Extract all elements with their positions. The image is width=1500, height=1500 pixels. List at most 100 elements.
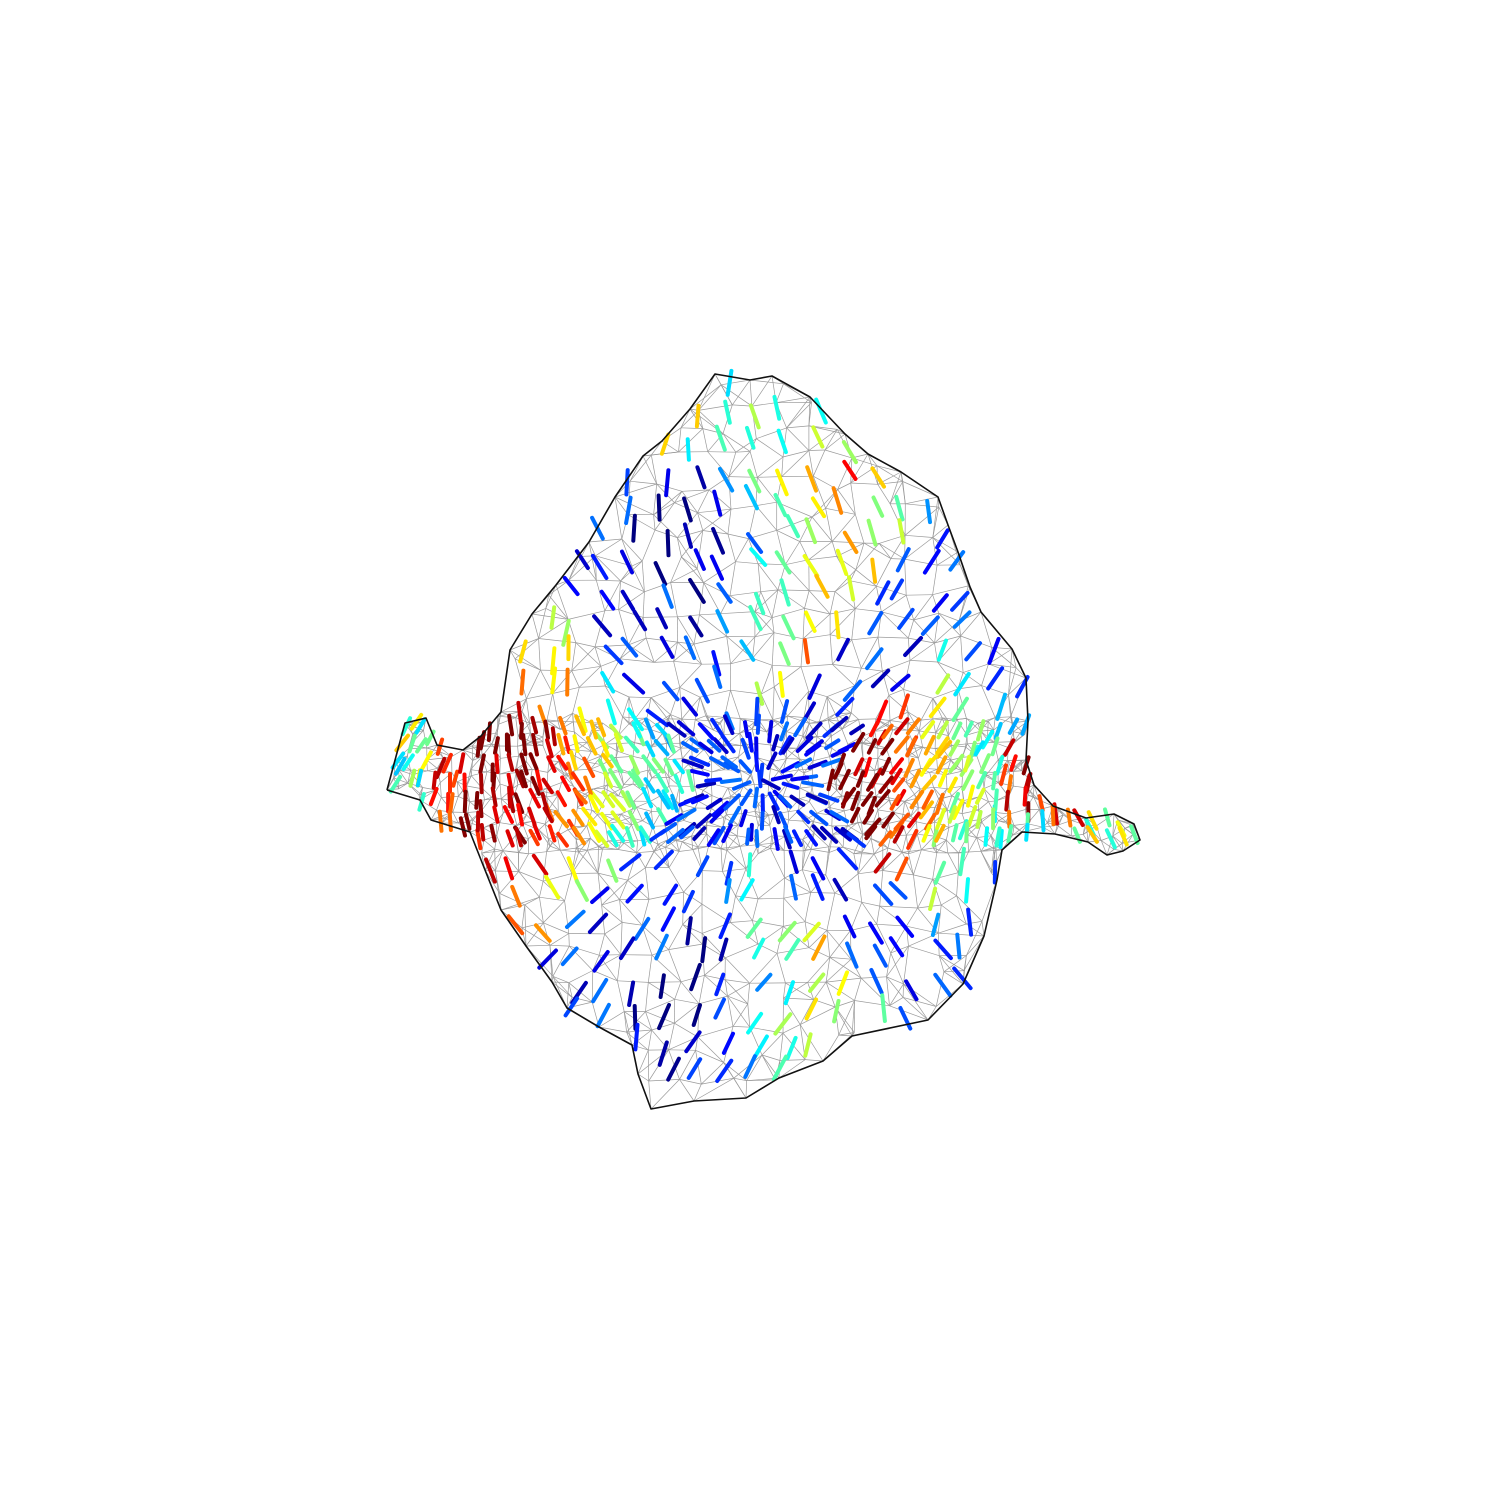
mesh-edge [960,635,992,648]
direction-segment [624,468,630,497]
mesh-edge [856,795,860,808]
direction-segment [951,721,963,741]
mesh-edge [538,619,569,639]
mesh-edge [706,821,724,828]
direction-segment [689,962,702,992]
mesh-edge [735,561,759,565]
mesh-edge [943,971,964,985]
direction-segment [644,811,655,830]
mesh-edge [618,580,621,610]
direction-segment [851,732,866,753]
direction-segment [749,547,768,567]
mesh-edge [579,685,606,688]
direction-segment [922,548,941,575]
mesh-edge [932,852,938,880]
direction-segment [510,884,522,908]
mesh-edge [907,723,909,731]
direction-segment [592,614,613,638]
mesh-edge [808,396,811,426]
mesh-edge [419,794,422,801]
mesh-edge [546,794,558,798]
mesh-edge [641,899,650,926]
direction-segment [606,858,619,883]
mesh-edge [934,732,936,749]
direction-segment [807,759,828,770]
mesh-edge [597,873,602,906]
mesh-edge [730,895,736,923]
mesh-edge [778,758,787,772]
direction-segment [695,465,707,490]
direction-segment [684,1030,702,1054]
mesh-edge [757,835,772,845]
mesh-edge [622,922,643,926]
direction-segment [514,768,526,789]
mesh-edge [398,769,409,784]
direction-segment [618,936,636,960]
direction-segment [748,403,761,430]
direction-segment [599,811,614,831]
mesh-edge [730,636,756,665]
mesh-edge [481,848,495,854]
mesh-edge [801,850,804,870]
mesh-edge [557,720,561,730]
mesh-edge [851,636,879,641]
direction-segment [506,914,525,936]
mesh-edge [631,824,639,841]
mesh-edge [483,839,495,850]
mesh-edge [727,995,751,1028]
direction-segment [447,810,453,832]
mesh-edge [679,687,683,720]
mesh-edge [838,1032,855,1036]
direction-segment [936,720,949,740]
mesh-edge [682,835,692,842]
mesh-edge [481,743,492,747]
direction-segment [834,610,841,640]
mesh-edge [855,543,880,570]
mesh-edge [681,556,704,583]
mesh-edge [702,870,723,872]
mesh-edge [886,945,909,978]
mesh-edge [802,723,810,737]
mesh-edge [824,449,852,459]
mesh-edge [588,541,597,581]
mesh-edge [552,976,573,998]
mesh-edge [783,982,786,999]
mesh-edge [679,663,702,688]
mesh-edge [648,891,684,900]
mesh-edge [674,998,700,1005]
direction-segment [990,736,1000,757]
direction-segment [662,680,680,702]
direction-segment [595,1002,611,1029]
direction-segment [531,733,539,757]
direction-segment [718,466,735,493]
mesh-edge [941,895,957,906]
mesh-edge [681,841,694,850]
direction-segment [574,879,589,902]
mesh-edge [544,824,549,839]
mesh-edge [893,801,905,813]
mesh-edge [981,879,998,922]
mesh-edge [407,770,411,784]
direction-segment [721,1031,735,1055]
mesh-edge [668,949,682,982]
mesh-edge [568,555,596,581]
direction-segment [645,708,669,728]
direction-segment [963,754,972,773]
direction-segment [587,912,609,934]
mesh-edge [592,970,618,982]
mesh-edge [481,840,485,854]
direction-segment [478,730,487,751]
mesh-edge [808,429,838,451]
direction-segment [415,768,424,788]
mesh-edge [538,638,541,671]
mesh-edge [653,839,669,852]
mesh-edge [800,666,809,692]
mesh-edge [585,755,602,763]
direction-segment [746,852,753,878]
mesh-edge [733,1077,747,1082]
direction-segment [401,753,415,772]
mesh-edge [558,761,565,776]
mesh-edge [679,687,701,698]
mesh-edge [935,971,945,1007]
mesh-edge [824,429,838,451]
